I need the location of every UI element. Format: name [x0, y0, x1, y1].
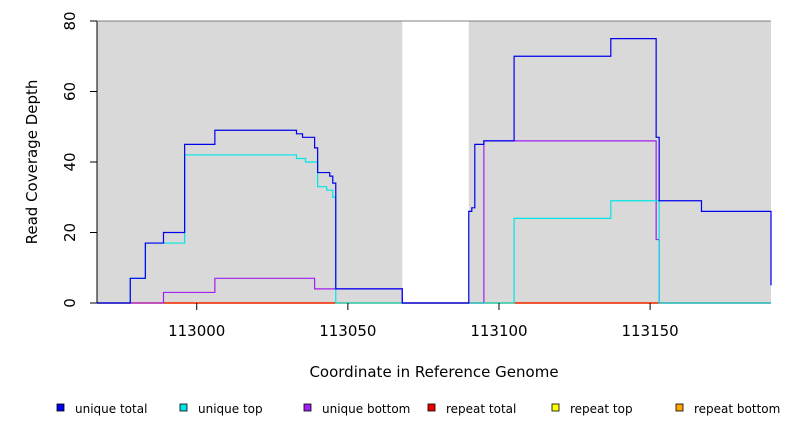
legend-item-unique-top: unique top [179, 402, 263, 416]
legend-label: unique top [198, 402, 263, 416]
legend-label: repeat bottom [694, 402, 780, 416]
y-tick-label: 60 [61, 82, 79, 101]
legend-swatch [56, 403, 65, 412]
legend-swatch [179, 403, 188, 412]
y-tick-label: 80 [61, 11, 79, 30]
legend-label: repeat top [570, 402, 633, 416]
shaded-regions [97, 21, 771, 303]
legend-item-repeat-total: repeat total [427, 402, 516, 416]
legend-swatch [427, 403, 436, 412]
legend: unique total unique top unique bottom repea… [56, 402, 780, 416]
axes: 0 20 40 60 80 113000 113050 113100 113150 [61, 11, 771, 340]
legend-item-unique-bottom: unique bottom [303, 402, 410, 416]
y-axis-title: Read Coverage Depth [23, 80, 41, 245]
legend-swatch [303, 403, 312, 412]
legend-label: repeat total [446, 402, 516, 416]
legend-item-unique-total: unique total [56, 402, 147, 416]
series-lines [97, 38, 772, 304]
x-axis-title: Coordinate in Reference Genome [309, 363, 558, 381]
series-line-unique-total [97, 38, 772, 304]
shaded-region-1 [97, 21, 403, 303]
shaded-region-2 [468, 21, 771, 303]
y-tick-label: 40 [61, 152, 79, 171]
y-tick-label: 0 [61, 298, 79, 308]
x-tick-label: 113050 [319, 322, 376, 340]
legend-item-repeat-top: repeat top [551, 402, 633, 416]
x-tick-label: 113100 [470, 322, 527, 340]
legend-item-repeat-bottom: repeat bottom [675, 402, 780, 416]
x-tick-label: 113000 [168, 322, 225, 340]
y-tick-label: 20 [61, 223, 79, 242]
legend-swatch [551, 403, 560, 412]
legend-swatch [675, 403, 684, 412]
x-tick-label: 113150 [621, 322, 678, 340]
legend-label: unique total [75, 402, 147, 416]
legend-label: unique bottom [322, 402, 410, 416]
